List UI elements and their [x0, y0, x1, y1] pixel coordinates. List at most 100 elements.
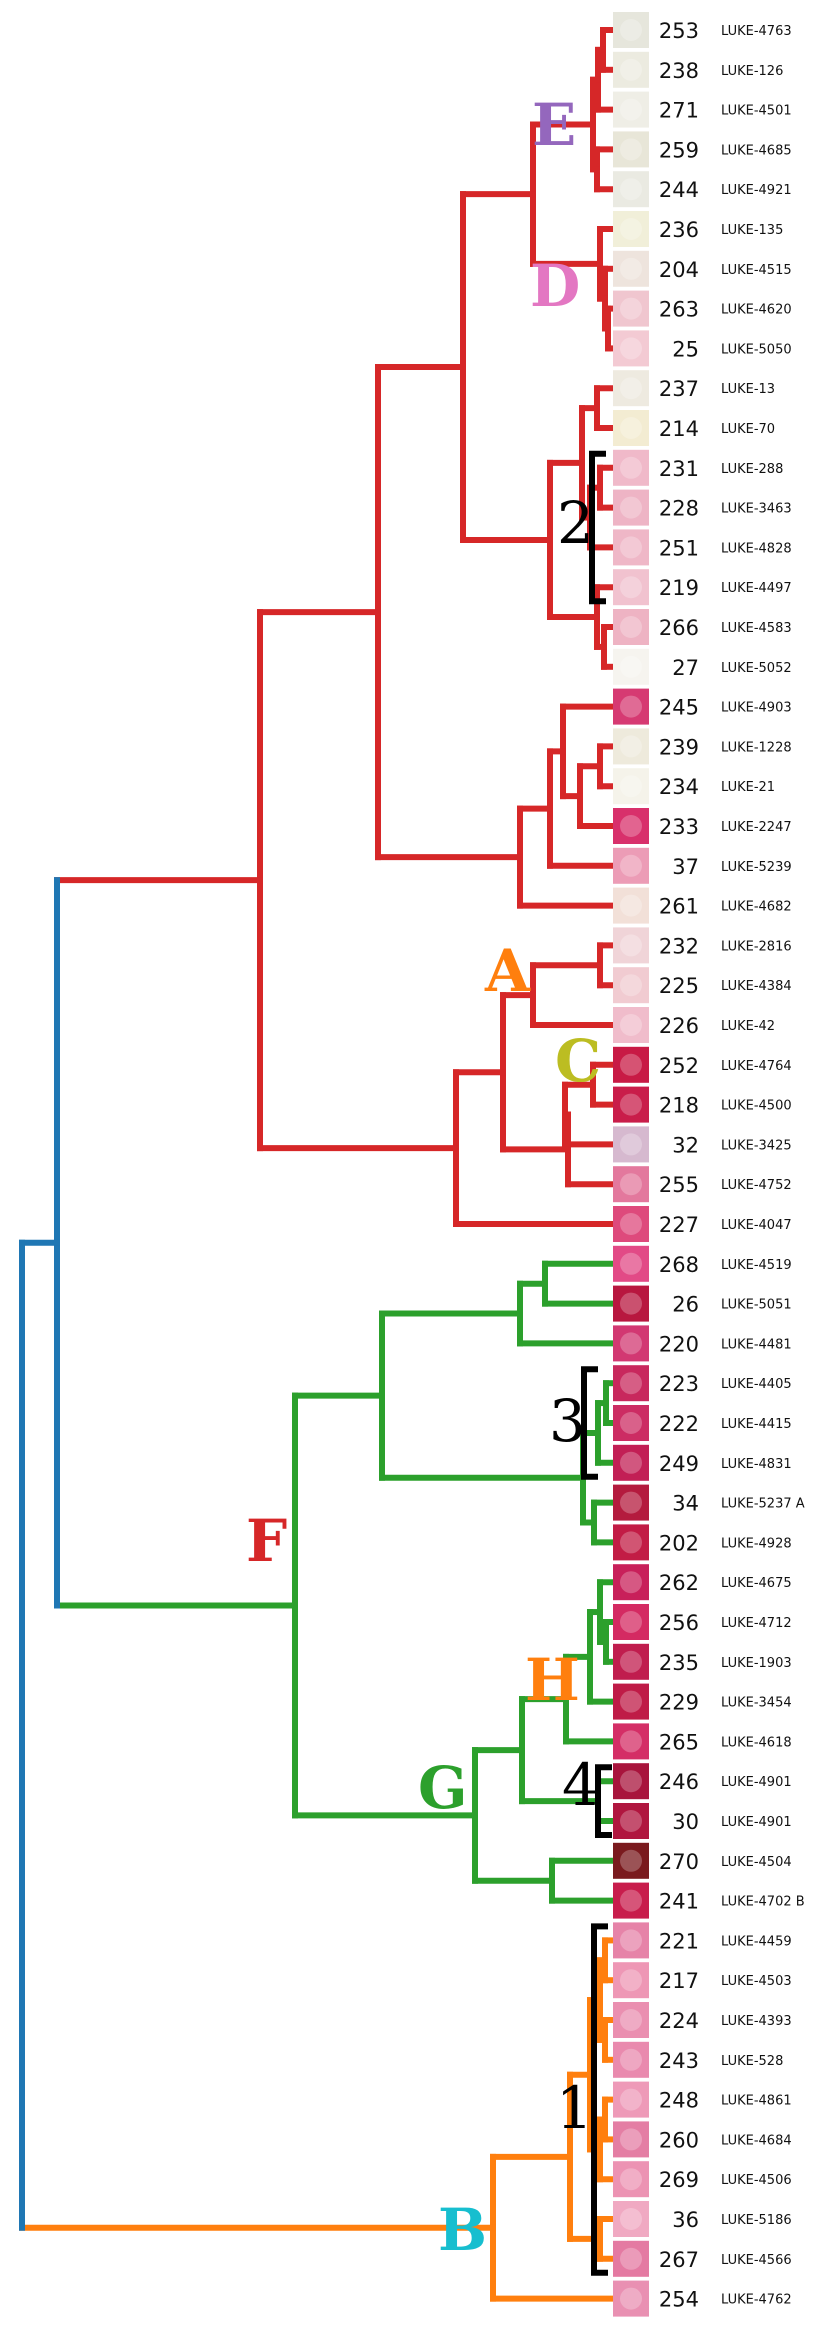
- leaf-number: 37: [672, 855, 699, 879]
- clade-label-h: H: [525, 1646, 580, 1714]
- bracket-label-4: 4: [562, 1751, 599, 1819]
- flower-thumbnail: [613, 1405, 649, 1441]
- leaf-row: 251 LUKE-4828: [613, 529, 792, 566]
- flower-thumbnail: [613, 847, 649, 884]
- flower-thumbnail: [613, 489, 649, 526]
- leaf-number: 271: [659, 99, 699, 123]
- leaf-number: 27: [672, 656, 699, 680]
- flower-thumbnail-bloom: [620, 1014, 642, 1036]
- leaf-row: 217 LUKE-4503: [613, 1962, 792, 1999]
- bracket-label-2: 2: [557, 489, 594, 557]
- flower-thumbnail: [613, 1007, 649, 1043]
- flower-thumbnail: [613, 529, 649, 566]
- leaf-accession-id: LUKE-4675: [721, 1576, 792, 1591]
- leaf-accession-id: LUKE-4682: [721, 900, 792, 915]
- leaf-accession-id: LUKE-70: [721, 422, 775, 437]
- flower-thumbnail-bloom: [620, 1810, 642, 1832]
- leaf-number: 253: [659, 19, 699, 43]
- flower-thumbnail-bloom: [620, 1213, 642, 1235]
- leaf-row: 253 LUKE-4763: [613, 12, 792, 48]
- leaf-number: 218: [659, 1094, 699, 1118]
- flower-thumbnail: [613, 1524, 649, 1561]
- flower-thumbnail: [613, 449, 649, 486]
- flower-thumbnail-bloom: [620, 1571, 642, 1594]
- flower-thumbnail-bloom: [620, 2168, 642, 2191]
- flower-thumbnail-bloom: [620, 695, 642, 718]
- leaf-row: 263 LUKE-4620: [613, 290, 792, 327]
- flower-thumbnail: [613, 688, 649, 725]
- leaf-number: 229: [659, 1691, 699, 1715]
- leaf-number: 256: [659, 1611, 699, 1635]
- leaf-number: 266: [659, 616, 699, 640]
- flower-thumbnail-bloom: [620, 775, 642, 798]
- leaf-accession-id: LUKE-4903: [721, 701, 792, 716]
- bracket-2: [589, 450, 606, 605]
- flower-thumbnail-bloom: [620, 735, 642, 758]
- leaf-row: 34 LUKE-5237 A: [613, 1484, 805, 1521]
- flower-thumbnail: [613, 2081, 649, 2118]
- leaf-accession-id: LUKE-1228: [721, 740, 792, 755]
- leaf-accession-id: LUKE-4702 B: [721, 1895, 805, 1910]
- leaf-accession-id: LUKE-4405: [721, 1377, 792, 1392]
- flower-thumbnail-bloom: [620, 1173, 642, 1196]
- leaf-number: 265: [659, 1730, 699, 1754]
- leaf-accession-id: LUKE-4393: [721, 2014, 792, 2029]
- flower-thumbnail: [613, 1365, 649, 1402]
- leaf-number: 245: [659, 696, 699, 720]
- leaf-accession-id: LUKE-4503: [721, 1974, 792, 1989]
- leaf-number: 252: [659, 1054, 699, 1078]
- leaf-row: 214 LUKE-70: [613, 410, 775, 446]
- flower-thumbnail: [613, 1086, 649, 1123]
- leaf-number: 246: [659, 1770, 699, 1794]
- leaf-number: 223: [659, 1372, 699, 1396]
- leaf-accession-id: LUKE-4618: [721, 1735, 792, 1750]
- flower-thumbnail-bloom: [620, 1531, 642, 1554]
- flower-thumbnail: [613, 91, 649, 128]
- leaf-number: 248: [659, 2089, 699, 2113]
- leaf-accession-id: LUKE-4515: [721, 263, 792, 278]
- leaf-row: 25 LUKE-5050: [613, 330, 792, 367]
- leaf-row: 254 LUKE-4762: [613, 2280, 792, 2317]
- leaf-row: 243 LUKE-528: [613, 2041, 783, 2078]
- flower-thumbnail-bloom: [620, 257, 642, 280]
- leaf-accession-id: LUKE-4861: [721, 2094, 792, 2109]
- flower-thumbnail-bloom: [620, 1292, 642, 1315]
- leaf-row: 248 LUKE-4861: [613, 2081, 792, 2118]
- leaf-number: 231: [659, 457, 699, 481]
- flower-thumbnail: [613, 2121, 649, 2158]
- leaf-row: 268 LUKE-4519: [613, 1245, 792, 1282]
- flower-thumbnail-bloom: [620, 297, 642, 320]
- flower-thumbnail-bloom: [620, 1372, 642, 1395]
- flower-thumbnail-bloom: [620, 1690, 642, 1713]
- leaf-accession-id: LUKE-5186: [721, 2213, 792, 2228]
- flower-thumbnail: [613, 1723, 649, 1760]
- leaf-row: 202 LUKE-4928: [613, 1524, 792, 1561]
- leaf-accession-id: LUKE-5237 A: [721, 1497, 805, 1512]
- leaf-accession-id: LUKE-4763: [721, 24, 792, 39]
- flower-thumbnail-bloom: [620, 1929, 642, 1952]
- flower-thumbnail-bloom: [620, 1650, 642, 1673]
- leaf-accession-id: LUKE-4831: [721, 1457, 792, 1472]
- leaf-number: 217: [659, 1969, 699, 1993]
- leaf-row: 223 LUKE-4405: [613, 1365, 792, 1402]
- flower-thumbnail: [613, 887, 649, 924]
- leaf-accession-id: LUKE-4828: [721, 541, 792, 556]
- leaf-accession-id: LUKE-4481: [721, 1337, 792, 1352]
- flower-thumbnail-bloom: [620, 934, 642, 957]
- leaf-row: 27 LUKE-5052: [613, 648, 792, 685]
- leaf-row: 270 LUKE-4504: [613, 1842, 792, 1879]
- leaf-row: 246 LUKE-4901: [613, 1763, 792, 1800]
- flower-thumbnail-bloom: [620, 1849, 642, 1872]
- leaf-accession-id: LUKE-4415: [721, 1417, 792, 1432]
- clade-label-d: D: [530, 252, 580, 320]
- flower-thumbnail: [613, 1882, 649, 1919]
- bracket-1: [591, 1923, 608, 2276]
- leaf-row: 260 LUKE-4684: [613, 2121, 792, 2158]
- flower-thumbnail-bloom: [620, 1611, 642, 1633]
- leaf-row: 244 LUKE-4921: [613, 171, 792, 208]
- flower-thumbnail-bloom: [620, 2247, 642, 2270]
- leaf-number: 269: [659, 2168, 699, 2192]
- leaf-accession-id: LUKE-13: [721, 382, 775, 397]
- leaf-accession-id: LUKE-528: [721, 2054, 783, 2069]
- leaf-number: 243: [659, 2049, 699, 2073]
